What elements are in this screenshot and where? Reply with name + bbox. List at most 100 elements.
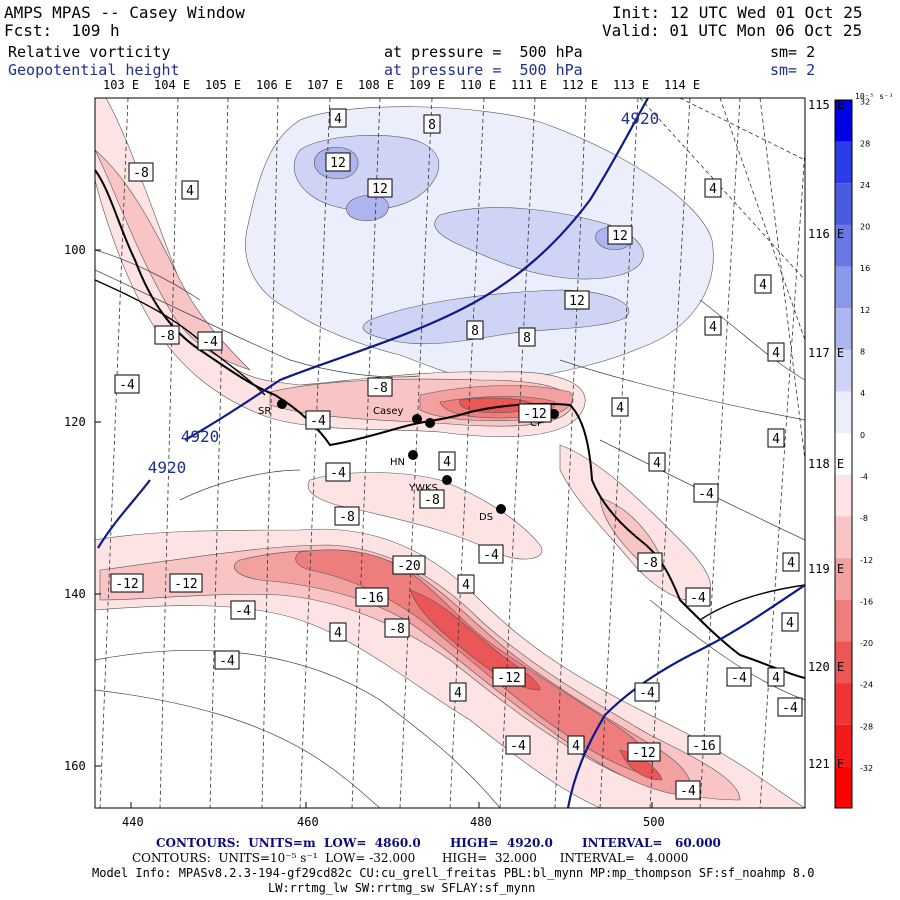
vorticity-contour-label: -4: [634, 682, 660, 702]
stations-layer: SR Casey HN YWKS DS CP: [258, 399, 559, 523]
colorbar-tick-label: -20: [860, 639, 873, 648]
vorticity-contour-label: -4: [675, 780, 701, 800]
vorticity-contour-label: 4: [438, 451, 456, 471]
svg-text:4: 4: [616, 401, 624, 416]
vorticity-contour-label: 4: [611, 397, 629, 417]
vorticity-contour-label: -4: [685, 587, 711, 607]
svg-text:-4: -4: [639, 686, 655, 701]
svg-text:12: 12: [612, 229, 628, 244]
footer-model-info: Model Info: MPASv8.2.3-194-gf29cd82c CU:…: [92, 866, 815, 880]
colorbar-bin: [835, 100, 852, 142]
svg-text:-8: -8: [389, 622, 405, 637]
svg-text:-8: -8: [133, 166, 149, 181]
vorticity-contour-label: 12: [367, 178, 393, 198]
vorticity-contour-label: -8: [154, 325, 180, 345]
vorticity-contour-label: 4: [329, 622, 347, 642]
vorticity-contour-label: 4: [704, 178, 722, 198]
y-tick-label: 100: [64, 243, 86, 257]
svg-text:4: 4: [334, 626, 342, 641]
vorticity-contour-label: -4: [505, 735, 531, 755]
y-tick-label: 160: [64, 759, 86, 773]
colorbar-bin: [835, 391, 852, 434]
svg-text:-12: -12: [115, 577, 138, 592]
colorbar-bin: [835, 683, 852, 725]
vorticity-contour-label: 4: [181, 180, 199, 200]
top-longitude-label: 112 E: [562, 78, 599, 92]
vorticity-contour-label: -12: [518, 403, 552, 423]
colorbar-bin: [835, 224, 852, 267]
vorticity-contour-label: 4: [329, 108, 347, 128]
negative-vorticity-band: [307, 472, 543, 560]
field-2-name: Geopotential height: [8, 61, 180, 79]
svg-text:4: 4: [772, 432, 780, 447]
colorbar: 32 28 24 20 16 12 8 4 0 -4 -8 -12 -16 -20 -24 -28 -32: [834, 98, 873, 809]
top-longitude-label: 110 E: [460, 78, 497, 92]
vorticity-contour-label: -12: [627, 742, 661, 762]
vorticity-contour-label: -4: [693, 483, 719, 503]
vorticity-contour-label: 4: [704, 316, 722, 336]
vorticity-contour-label: -8: [419, 489, 445, 509]
svg-text:-12: -12: [632, 746, 655, 761]
svg-text:-4: -4: [330, 466, 346, 481]
colorbar-tick-label: -16: [860, 597, 873, 606]
vorticity-contour-label: -4: [777, 697, 803, 717]
svg-text:-12: -12: [174, 577, 197, 592]
footer-vorticity-contours: CONTOURS: UNITS=10⁻⁵ s⁻¹ LOW= -32.000 HI…: [132, 851, 689, 865]
station-marker: [412, 414, 422, 424]
vorticity-contour-label: -8: [367, 377, 393, 397]
right-longitude-label: 119 E: [808, 562, 845, 576]
right-longitude-label: 117 E: [808, 346, 845, 360]
colorbar-tick-label: 8: [860, 348, 865, 357]
colorbar-tick-label: -12: [860, 556, 873, 565]
thin-contours: [95, 249, 805, 808]
station-label: SR: [258, 406, 271, 417]
svg-text:4920: 4920: [621, 109, 660, 128]
field-1-smoothing: sm= 2: [770, 43, 816, 61]
vorticity-contour-label: 4: [754, 274, 772, 294]
svg-text:4: 4: [709, 182, 717, 197]
top-longitude-label: 113 E: [613, 78, 650, 92]
vorticity-contour-label: -12: [110, 573, 144, 593]
colorbar-tick-label: 24: [860, 181, 870, 190]
vorticity-contour-label: 4: [457, 574, 475, 594]
colorbar-bin: [835, 141, 852, 184]
vorticity-contour-label: 8: [466, 320, 484, 340]
vorticity-contour-label: -8: [128, 162, 154, 182]
station-label: DS: [479, 512, 493, 523]
station-label: Casey: [373, 406, 403, 417]
footer-model-info-2: LW:rrtmg_lw SW:rrtmg_sw SFLAY:sf_mynn: [268, 881, 536, 895]
svg-text:4: 4: [772, 346, 780, 361]
svg-text:4: 4: [334, 112, 342, 127]
svg-text:4920: 4920: [181, 427, 220, 446]
field-1-level: at pressure = 500 hPa: [384, 43, 583, 61]
vorticity-minus-20-area: [409, 589, 541, 691]
colorbar-tick-label: -28: [860, 722, 873, 731]
vorticity-minus-8-area: [95, 149, 251, 371]
vorticity-8-area: [434, 207, 644, 280]
svg-text:4: 4: [186, 184, 194, 199]
svg-text:4: 4: [572, 739, 580, 754]
svg-text:-4: -4: [731, 671, 747, 686]
x-tick-label: 480: [470, 815, 492, 829]
svg-text:-4: -4: [690, 591, 706, 606]
colorbar-bin: [835, 474, 852, 517]
vorticity-contour-label: -4: [726, 667, 752, 687]
colorbar-tick-label: 20: [860, 223, 870, 232]
init-time: Init: 12 UTC Wed 01 Oct 25: [612, 3, 863, 22]
station-marker: [277, 399, 287, 409]
svg-text:-4: -4: [119, 378, 135, 393]
colorbar-bin: [835, 266, 852, 309]
right-longitude-label: 121 E: [808, 757, 845, 771]
svg-text:12: 12: [330, 156, 346, 171]
coastline: [95, 169, 805, 679]
right-longitude-label: 116 E: [808, 227, 845, 241]
height-contour-label: 4920: [181, 427, 220, 446]
station-marker: [442, 475, 452, 485]
y-tick-label: 120: [64, 415, 86, 429]
vorticity-contour-label: -12: [169, 573, 203, 593]
colorbar-tick-label: -24: [860, 681, 873, 690]
vorticity-contour-label: -4: [114, 374, 140, 394]
colorbar-tick-label: -8: [860, 514, 868, 523]
forecast-hour: Fcst: 109 h: [4, 21, 120, 40]
